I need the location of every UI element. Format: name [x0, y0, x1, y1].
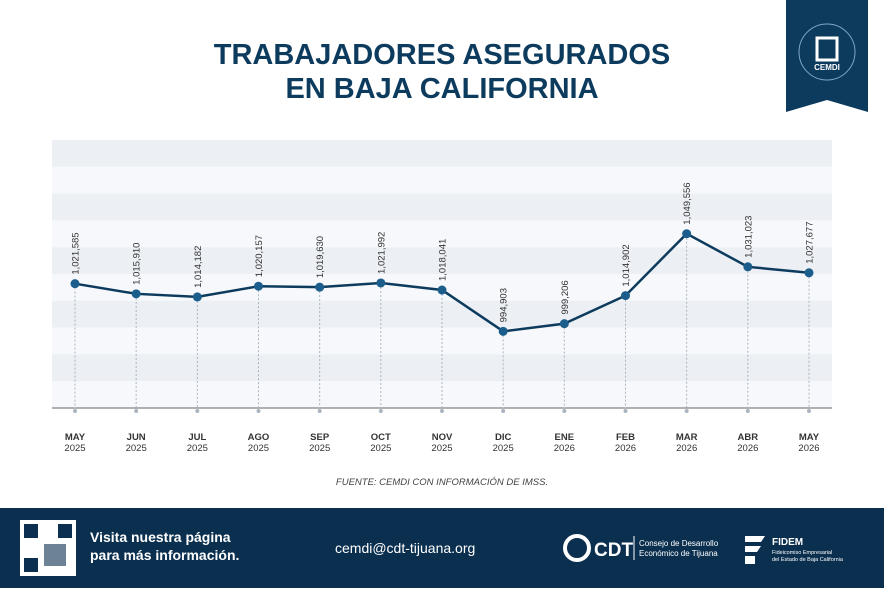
axis-dot	[562, 409, 567, 413]
cdt-name: CDT	[594, 540, 633, 561]
axis-dot	[195, 409, 200, 413]
chart-subtitle: EN BAJA CALIFORNIA	[285, 73, 598, 105]
x-tick-label: FEB 2026	[615, 432, 636, 454]
badge-ring	[798, 23, 856, 81]
stripe	[52, 140, 832, 167]
point	[131, 289, 141, 299]
point	[192, 292, 202, 302]
axis-dot	[440, 409, 444, 413]
value-label: 1,020,157	[254, 235, 265, 277]
x-tick-label: MAY 2025	[64, 432, 85, 454]
x-tick-label: ABR 2026	[737, 432, 758, 454]
value-label: 999,206	[560, 280, 571, 314]
point	[376, 278, 386, 288]
point	[498, 326, 508, 336]
x-tick-label: SEP 2025	[309, 432, 330, 454]
x-tick-label: JUL 2025	[187, 432, 208, 454]
point	[315, 282, 325, 292]
badge-label: CEMDI	[814, 63, 840, 72]
axis-dot	[134, 409, 139, 413]
value-label: 1,019,630	[315, 236, 326, 278]
chart-title: TRABAJADORES ASEGURADOS	[214, 39, 671, 71]
axis-dot	[317, 409, 322, 413]
axis-dot	[623, 409, 628, 413]
axis-dot	[684, 409, 689, 413]
value-label: 1,014,902	[621, 244, 632, 286]
x-tick-label: AGO 2025	[248, 432, 270, 454]
point	[743, 262, 753, 272]
fidem-text: Fideicomiso Empresarial	[772, 550, 832, 556]
value-label: 1,015,910	[132, 243, 143, 285]
value-label: 1,027,677	[805, 222, 816, 264]
stripe	[52, 166, 832, 194]
fidem-logo	[745, 536, 765, 564]
qr-part	[24, 558, 38, 572]
footer-email: cemdi@cdt-tijuana.org	[335, 540, 475, 556]
axis-dot	[73, 409, 77, 413]
plot: MAY 2025 JUN 2025 JUL 2025 AGO 2025 SEP 2025 OCT 20…	[64, 182, 819, 454]
axis-dot	[378, 409, 383, 413]
fidem-name: FIDEM	[772, 537, 803, 548]
x-tick-label: JUN 2025	[126, 432, 147, 454]
stripe	[52, 193, 832, 221]
axis-dot	[256, 409, 261, 413]
point	[682, 229, 692, 239]
axis-dot	[807, 409, 811, 413]
fidem-text: del Estado de Baja California	[772, 557, 844, 563]
x-tick-label: ENE 2026	[554, 432, 575, 454]
cdt-logo	[563, 534, 591, 562]
stripe	[52, 327, 832, 355]
x-tick-label: OCT 2025	[370, 432, 391, 454]
cdt-text: Consejo de Desarrollo	[639, 539, 719, 548]
source: FUENTE: CEMDI CON INFORMACIÓN DE IMSS.	[336, 477, 548, 488]
stripe	[52, 247, 832, 274]
badge	[786, 0, 868, 112]
cdt-text: Económico de Tijuana	[639, 549, 718, 558]
point	[437, 285, 447, 295]
qr-part	[24, 524, 38, 538]
qr-part	[44, 544, 66, 566]
point	[70, 279, 80, 289]
value-label: 1,014,182	[193, 246, 204, 288]
point	[559, 319, 569, 329]
x-tick-label: DIC 2025	[493, 432, 514, 454]
footer-text: Visita nuestra página	[90, 529, 231, 545]
qr-part	[58, 524, 72, 538]
axis-dot	[745, 409, 750, 413]
point	[804, 268, 814, 278]
axis-dot	[501, 409, 506, 413]
point	[254, 281, 263, 291]
footer-bar	[0, 508, 884, 588]
value-label: 1,021,585	[71, 232, 82, 274]
value-label: 1,018,041	[438, 239, 449, 281]
value-label: 994,903	[499, 288, 510, 322]
footer-text: para más información.	[90, 547, 239, 563]
x-tick-label: NOV 2025	[431, 432, 453, 454]
badge-icon	[815, 36, 839, 62]
value-label: 1,031,023	[743, 216, 754, 258]
value-label: 1,021,992	[376, 232, 387, 274]
point	[621, 291, 630, 301]
x-tick-label: MAY 2026	[798, 432, 819, 454]
x-tick-label: MAR 2026	[676, 432, 698, 454]
value-label: 1,049,556	[682, 182, 693, 224]
